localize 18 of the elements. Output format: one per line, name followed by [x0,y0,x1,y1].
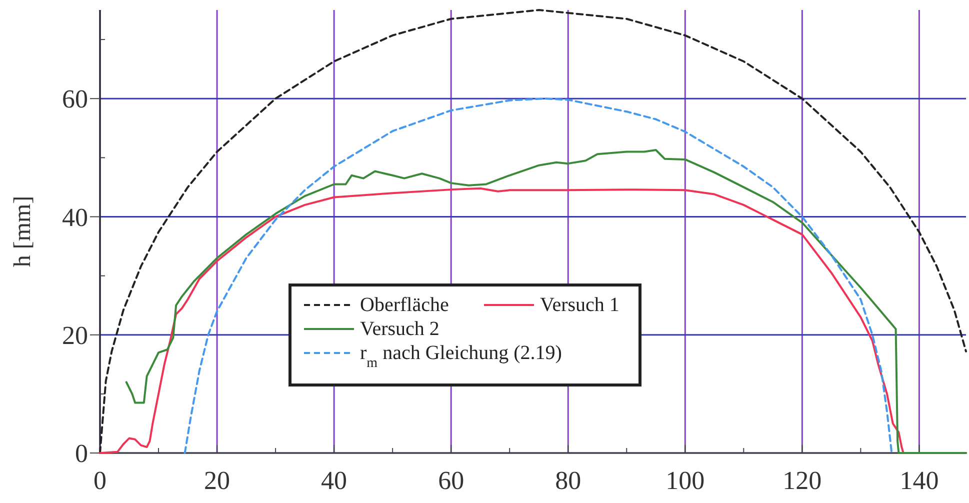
legend-label: Versuch 1 [540,294,620,316]
legend-label: Oberfläche [360,294,449,316]
y-tick-label: 20 [62,320,88,350]
line-series [184,98,893,454]
legend-label: Versuch 2 [360,318,440,340]
x-tick-label: 100 [666,466,705,495]
y-tick-label: 40 [62,202,88,232]
y-tick-label: 60 [62,84,88,114]
x-tick-label: 60 [438,466,464,495]
x-tick-label: 40 [321,466,348,495]
x-tick-label: 120 [782,466,822,495]
x-tick-label: 20 [204,466,230,495]
legend-label: r$_{m}$ nach Gleichung (2.19) [360,342,562,370]
y-tick-label: 0 [75,439,88,468]
y-axis-title: h [mm] [10,196,36,268]
x-tick-label: 80 [555,466,582,495]
x-tick-label: 0 [94,466,106,495]
x-tick-label: 140 [900,466,939,495]
